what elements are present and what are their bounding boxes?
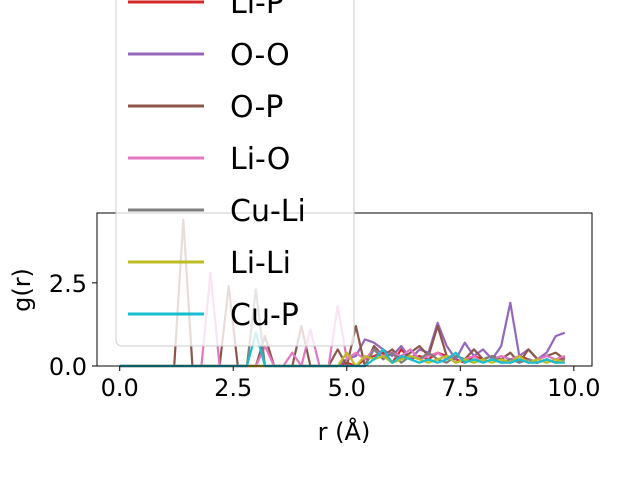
legend-box <box>115 0 355 347</box>
x-tick-label: 7.5 <box>441 374 479 402</box>
y-axis-label: g(r) <box>8 268 36 312</box>
x-axis-ticks: 0.0 2.5 5.0 7.5 10.0 <box>101 366 601 402</box>
legend-label-o-o: O-O <box>230 38 290 73</box>
x-axis-label: r (Å) <box>318 417 371 446</box>
x-tick-label: 0.0 <box>101 374 139 402</box>
legend-label-cu-li: Cu-Li <box>230 194 306 229</box>
legend-label-li-li: Li-Li <box>230 246 291 281</box>
y-axis-ticks: 0.0 2.5 <box>49 270 97 381</box>
x-tick-label: 5.0 <box>328 374 366 402</box>
legend-label-o-p: O-P <box>230 90 283 125</box>
legend-label-li-p: Li-P <box>230 0 284 21</box>
y-tick-label: 2.5 <box>49 270 87 298</box>
y-tick-label: 0.0 <box>49 353 87 381</box>
legend: Li-P O-O O-P Li-O Cu-Li Li-Li Cu-P <box>115 0 355 347</box>
legend-label-cu-p: Cu-P <box>230 298 299 333</box>
x-tick-label: 10.0 <box>547 374 600 402</box>
legend-label-li-o: Li-O <box>230 142 290 177</box>
x-tick-label: 2.5 <box>214 374 252 402</box>
